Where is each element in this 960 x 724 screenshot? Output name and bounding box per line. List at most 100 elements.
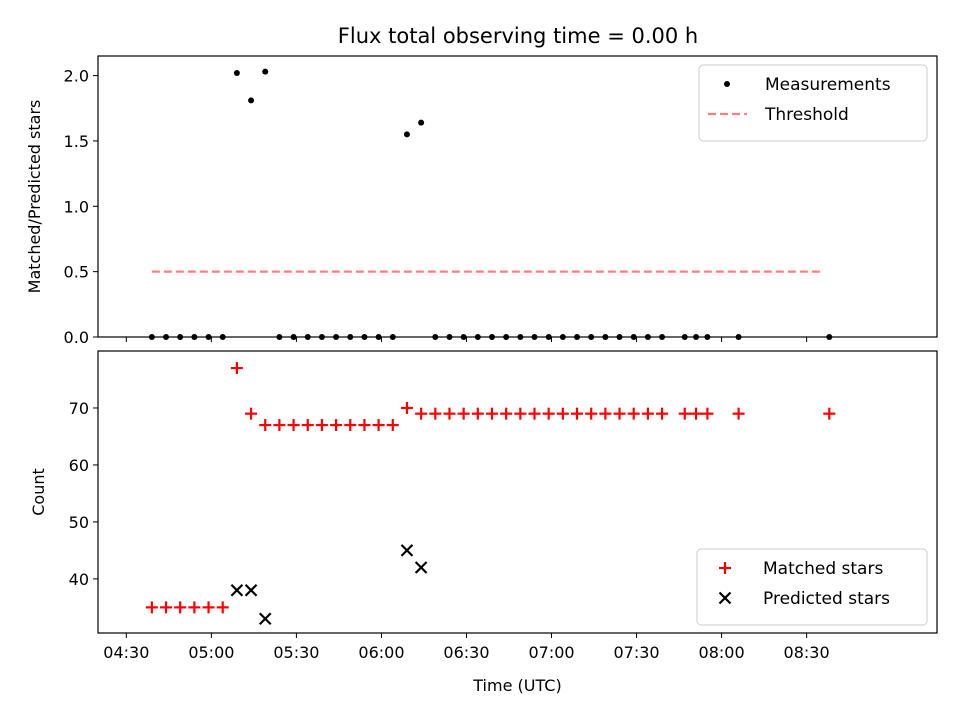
y-axis-label: Matched/Predicted stars: [25, 100, 44, 294]
x-tick-label: 06:00: [358, 643, 404, 662]
measurement-point: [233, 69, 240, 76]
matched-point: [641, 407, 654, 420]
matched-point: [701, 407, 714, 420]
legend-entry: Threshold: [708, 105, 849, 125]
y-tick-label: 1.0: [64, 197, 89, 216]
matched-point: [202, 601, 215, 614]
legend-label: Matched stars: [763, 559, 883, 579]
predicted-point: [400, 544, 414, 557]
x-tick-label: 08:00: [699, 643, 745, 662]
matched-point: [344, 419, 357, 432]
x-tick-label: 08:30: [784, 643, 830, 662]
x-tick-label: 07:00: [528, 643, 574, 662]
measurement-point: [403, 131, 410, 138]
matched-point: [160, 601, 173, 614]
matched-point: [500, 407, 513, 420]
predicted-point: [414, 561, 428, 574]
y-tick-label: 1.5: [64, 132, 89, 151]
matched-point: [372, 419, 385, 432]
y-tick-label: 50: [69, 513, 89, 532]
matched-point: [400, 401, 413, 414]
x-tick-label: 07:30: [613, 643, 659, 662]
matched-point: [823, 407, 836, 420]
matched-point: [656, 407, 669, 420]
plot-area: [145, 362, 836, 626]
legend-entry: Predicted stars: [718, 589, 890, 609]
y-tick-label: 40: [69, 570, 89, 589]
y-tick-label: 2.0: [64, 67, 89, 86]
matched-point: [245, 407, 258, 420]
matched-point: [315, 419, 328, 432]
matched-point: [386, 419, 399, 432]
matched-point: [188, 601, 201, 614]
y-axis-label: Count: [29, 468, 48, 516]
measurement-point: [262, 68, 269, 75]
legend-box: [696, 548, 928, 626]
legend-marker: [718, 591, 732, 605]
matched-point: [216, 601, 229, 614]
matched-point: [301, 419, 314, 432]
predicted-point: [244, 583, 258, 597]
matched-point: [571, 407, 584, 420]
y-tick-label: 0.0: [64, 328, 89, 347]
matched-point: [273, 419, 286, 432]
axes-frame: [97, 55, 938, 338]
legend-label: Measurements: [765, 75, 891, 95]
legend-label: Threshold: [764, 105, 849, 125]
y-tick-label: 0.5: [64, 263, 89, 282]
matched-point: [627, 407, 640, 420]
matched-point: [528, 407, 541, 420]
matched-point: [259, 419, 272, 432]
x-tick-label: 05:30: [273, 643, 319, 662]
matched-point: [514, 407, 527, 420]
matched-point: [613, 407, 626, 420]
matched-point: [443, 407, 456, 420]
matched-point: [732, 407, 745, 420]
series-1: [145, 362, 836, 614]
matched-point: [174, 601, 187, 614]
x-tick-label: 05:00: [188, 643, 234, 662]
matched-point: [690, 407, 703, 420]
legend: Matched stars Predicted stars: [696, 548, 928, 626]
predicted-point: [230, 583, 244, 597]
matched-point: [457, 407, 470, 420]
x-axis-label: Time (UTC): [472, 676, 561, 695]
matched-point: [471, 407, 484, 420]
panel-1: 0.0 0.5 1.0 1.5 2.0 Matched/Predicted stars Me…: [25, 55, 938, 347]
matched-point: [542, 407, 555, 420]
series-1: [148, 68, 833, 340]
legend-box: [698, 64, 928, 142]
y-tick-label: 60: [69, 456, 89, 475]
matched-point: [678, 407, 691, 420]
matched-point: [145, 601, 158, 614]
panel-2: 04:30 05:00 05:30 06:00 06:30 07:00 07:30 08:00…: [29, 350, 938, 695]
legend-label: Predicted stars: [763, 589, 890, 609]
legend-entry: Measurements: [724, 75, 891, 95]
panels: 0.0 0.5 1.0 1.5 2.0 Matched/Predicted stars Me…: [25, 55, 938, 695]
legend-marker: [724, 81, 730, 87]
legend-entry: Matched stars: [719, 559, 883, 579]
matched-point: [556, 407, 569, 420]
matched-point: [599, 407, 612, 420]
x-tick-label: 06:30: [443, 643, 489, 662]
matched-point: [358, 419, 371, 432]
measurement-point: [248, 97, 255, 104]
series-2: [230, 544, 428, 626]
matched-point: [485, 407, 498, 420]
matched-point: [230, 362, 243, 375]
axes-frame: [97, 350, 938, 634]
matched-point: [415, 407, 428, 420]
matched-point: [287, 419, 300, 432]
plot-area: [148, 68, 833, 340]
matched-point: [429, 407, 442, 420]
predicted-point: [258, 612, 272, 626]
x-tick-label: 04:30: [103, 643, 149, 662]
matched-point: [330, 419, 343, 432]
legend: Measurements Threshold: [698, 64, 928, 142]
matched-point: [585, 407, 598, 420]
chart-title: Flux total observing time = 0.00 h: [338, 24, 698, 48]
measurement-point: [418, 119, 425, 126]
y-tick-label: 70: [69, 399, 89, 418]
